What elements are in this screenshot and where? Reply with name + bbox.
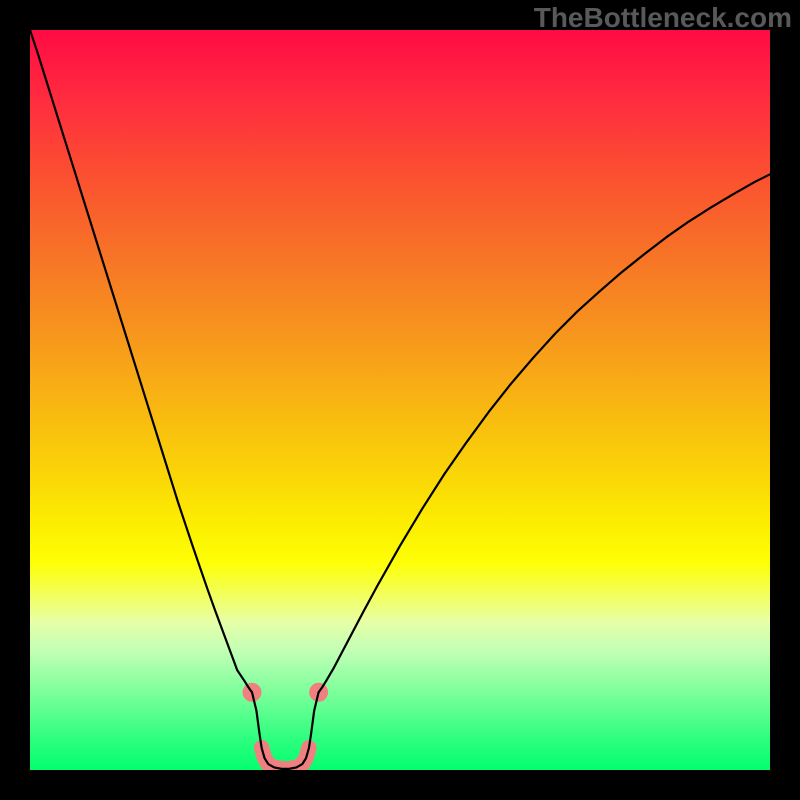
plot-area [30, 30, 770, 770]
chart-container: TheBottleneck.com [0, 0, 800, 800]
watermark-text: TheBottleneck.com [534, 2, 792, 34]
gradient-background [30, 30, 770, 770]
chart-svg [30, 30, 770, 770]
